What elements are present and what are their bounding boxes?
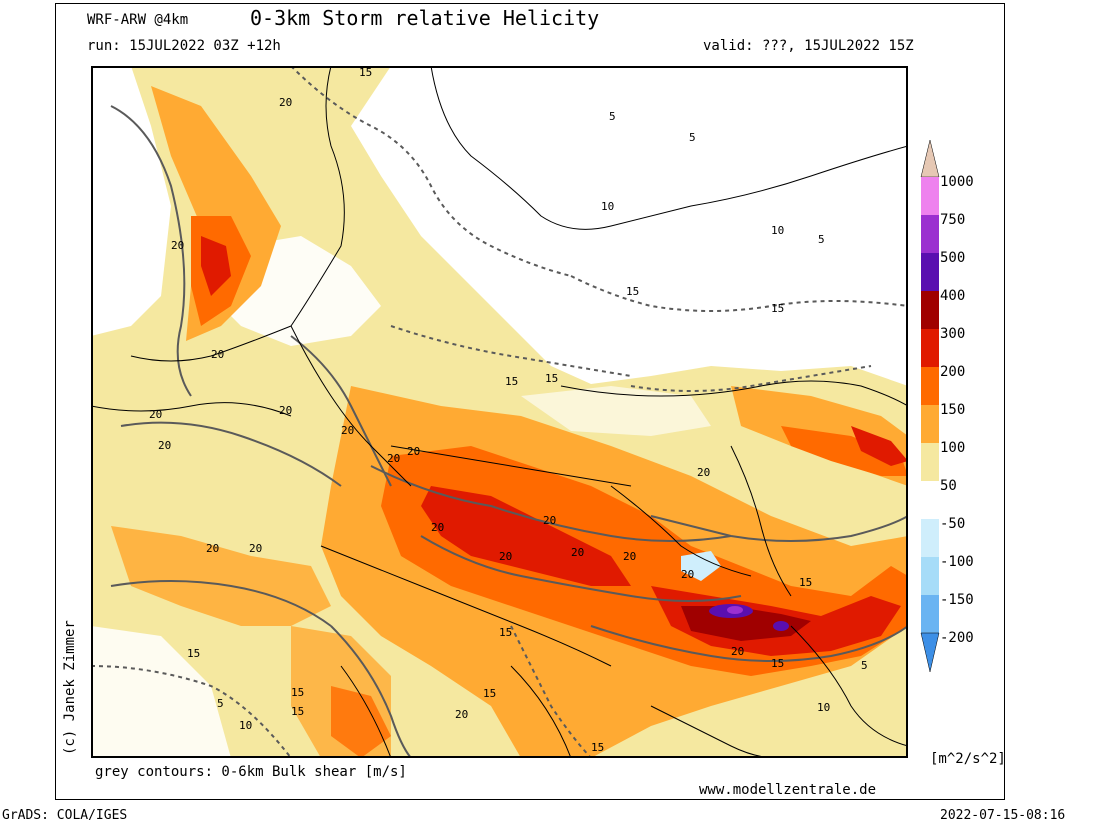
contour-label: 5 — [689, 131, 696, 144]
colorbar-segment — [921, 481, 939, 519]
timestamp: 2022-07-15-08:16 — [940, 808, 1066, 823]
colorbar-segment — [921, 443, 939, 481]
contour-label: 10 — [817, 701, 830, 714]
contour-labels: 15 20 20 20 20 20 20 20 20 20 20 20 20 2… — [149, 66, 868, 754]
software-credit: GrADS: COLA/IGES — [2, 808, 128, 823]
contour-label: 5 — [861, 659, 868, 672]
contour-label: 15 — [591, 741, 604, 754]
contour-label: 15 — [291, 686, 304, 699]
run-label: run: 15JUL2022 03Z +12h — [87, 38, 281, 54]
colorbar-label: -50 — [940, 516, 966, 532]
contour-label: 10 — [601, 200, 614, 213]
contour-label: 20 — [407, 445, 420, 458]
colorbar-segment — [921, 253, 939, 291]
contour-label: 10 — [239, 719, 252, 732]
contour-label: 20 — [543, 514, 556, 527]
coastlines-borders — [91, 66, 908, 758]
colorbar-segment — [921, 519, 939, 557]
colorbar-segment — [921, 291, 939, 329]
contour-legend: grey contours: 0-6km Bulk shear [m/s] — [95, 764, 407, 780]
website-credit[interactable]: www.modellzentrale.de — [699, 782, 877, 798]
contour-label: 20 — [681, 568, 694, 581]
contour-label: 20 — [571, 546, 584, 559]
peak-core — [727, 606, 743, 614]
contour-label: 5 — [217, 697, 224, 710]
contour-label: 20 — [206, 542, 219, 555]
contour-label: 20 — [149, 408, 162, 421]
contour-label: 15 — [799, 576, 812, 589]
colorbar-label: 400 — [940, 288, 966, 304]
colorbar-label: -100 — [940, 554, 974, 570]
colorbar-label: 100 — [940, 440, 966, 456]
contour-label: 15 — [187, 647, 200, 660]
colorbar-segment — [921, 329, 939, 367]
contour-label: 15 — [483, 687, 496, 700]
colorbar-label: 500 — [940, 250, 966, 266]
contour-label: 10 — [771, 224, 784, 237]
contour-label: 15 — [499, 626, 512, 639]
colorbar — [920, 140, 940, 673]
bulk-shear-contours — [110, 105, 908, 758]
colorbar-label: 150 — [940, 402, 966, 418]
contour-label: 15 — [291, 705, 304, 718]
valid-label: valid: ???, 15JUL2022 15Z — [703, 38, 914, 54]
helicity-map: 15 20 20 20 20 20 20 20 20 20 20 20 20 2… — [91, 66, 908, 758]
colorbar-label: 300 — [940, 326, 966, 342]
contour-label: 20 — [171, 239, 184, 252]
colorbar-segment — [921, 215, 939, 253]
contour-label: 15 — [359, 66, 372, 79]
plot-frame — [55, 3, 1005, 800]
colorbar-label: 50 — [940, 478, 957, 494]
colorbar-label: -200 — [940, 630, 974, 646]
colorbar-units: [m^2/s^2] — [930, 751, 1006, 767]
contour-label: 20 — [455, 708, 468, 721]
contour-label: 20 — [249, 542, 262, 555]
contour-label: 20 — [341, 424, 354, 437]
contour-label: 15 — [505, 375, 518, 388]
colorbar-segment — [921, 595, 939, 633]
contour-label: 5 — [818, 233, 825, 246]
colorbar-top-arrow — [920, 140, 940, 178]
contour-label: 15 — [771, 657, 784, 670]
contour-label: 20 — [623, 550, 636, 563]
map-title: 0-3km Storm relative Helicity — [250, 6, 600, 30]
colorbar-segment — [921, 177, 939, 215]
bulk-shear-dashed-contours — [91, 66, 908, 758]
colorbar-segment — [921, 405, 939, 443]
contour-label: 20 — [499, 550, 512, 563]
colorbar-segment — [921, 557, 939, 595]
contour-label: 15 — [771, 302, 784, 315]
colorbar-label: 750 — [940, 212, 966, 228]
contour-label: 15 — [626, 285, 639, 298]
contour-label: 20 — [211, 348, 224, 361]
contour-label: 20 — [279, 96, 292, 109]
colorbar-bottom-arrow — [920, 632, 940, 673]
colorbar-label: 1000 — [940, 174, 974, 190]
contour-label: 20 — [387, 452, 400, 465]
contour-label: 20 — [731, 645, 744, 658]
contour-label: 20 — [279, 404, 292, 417]
colorbar-segment — [921, 367, 939, 405]
contour-label: 20 — [697, 466, 710, 479]
colorbar-label: -150 — [940, 592, 974, 608]
contour-label: 20 — [158, 439, 171, 452]
model-label: WRF-ARW @4km — [87, 12, 189, 28]
author-credit: (c) Janek Zimmer — [62, 620, 78, 755]
contour-label: 5 — [609, 110, 616, 123]
colorbar-label: 200 — [940, 364, 966, 380]
contour-label: 20 — [431, 521, 444, 534]
contour-label: 15 — [545, 372, 558, 385]
negative-helicity-areas — [681, 551, 721, 581]
